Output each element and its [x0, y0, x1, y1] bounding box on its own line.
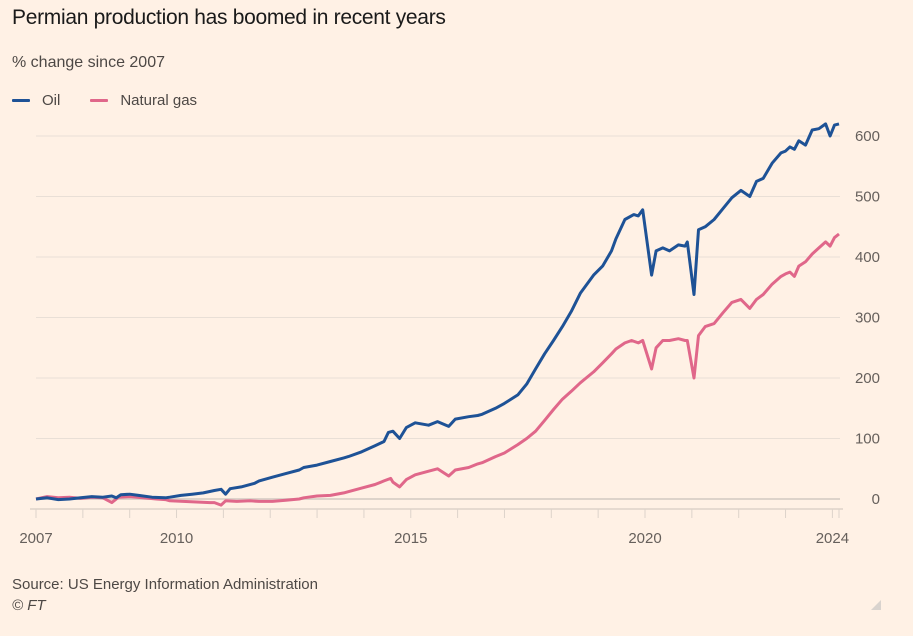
chart-subtitle: % change since 2007 [12, 54, 165, 71]
legend-label-gas: Natural gas [120, 92, 198, 109]
y-tick-label: 200 [855, 370, 880, 387]
copyright: © FT [12, 597, 46, 614]
chart-title: Permian production has boomed in recent … [12, 6, 446, 29]
legend-swatch-gas [90, 99, 109, 102]
series-line-oil [35, 122, 840, 502]
y-tick-label: 600 [855, 128, 880, 145]
legend-label-oil: Oil [42, 92, 61, 109]
x-axis: 2007 2010 2015 2020 2024 [19, 508, 849, 547]
legend-swatch-oil [12, 99, 30, 102]
series-line-natural-gas [35, 232, 840, 507]
y-tick-label: 0 [872, 491, 880, 508]
source-note: Source: US Energy Information Administra… [12, 576, 318, 593]
x-tick-label: 2007 [19, 530, 52, 547]
y-tick-label: 100 [855, 431, 880, 448]
resize-corner-icon [871, 600, 881, 610]
x-tick-label: 2015 [394, 530, 427, 547]
x-tick-label: 2010 [160, 530, 193, 547]
y-tick-label: 300 [855, 310, 880, 327]
line-chart: 2007 2010 2015 2020 2024 0 100 200 300 400 500 600 [19, 122, 880, 547]
y-tick-label: 500 [855, 189, 880, 206]
legend-item-gas: Natural gas [90, 92, 197, 109]
x-tick-label: 2020 [628, 530, 661, 547]
y-tick-label: 400 [855, 249, 880, 266]
legend-item-oil: Oil [12, 92, 60, 109]
y-axis: 0 100 200 300 400 500 600 [855, 128, 880, 508]
gridlines [36, 135, 840, 500]
x-tick-label: 2024 [816, 530, 849, 547]
series-lines [35, 122, 840, 507]
legend: Oil Natural gas [12, 92, 227, 109]
